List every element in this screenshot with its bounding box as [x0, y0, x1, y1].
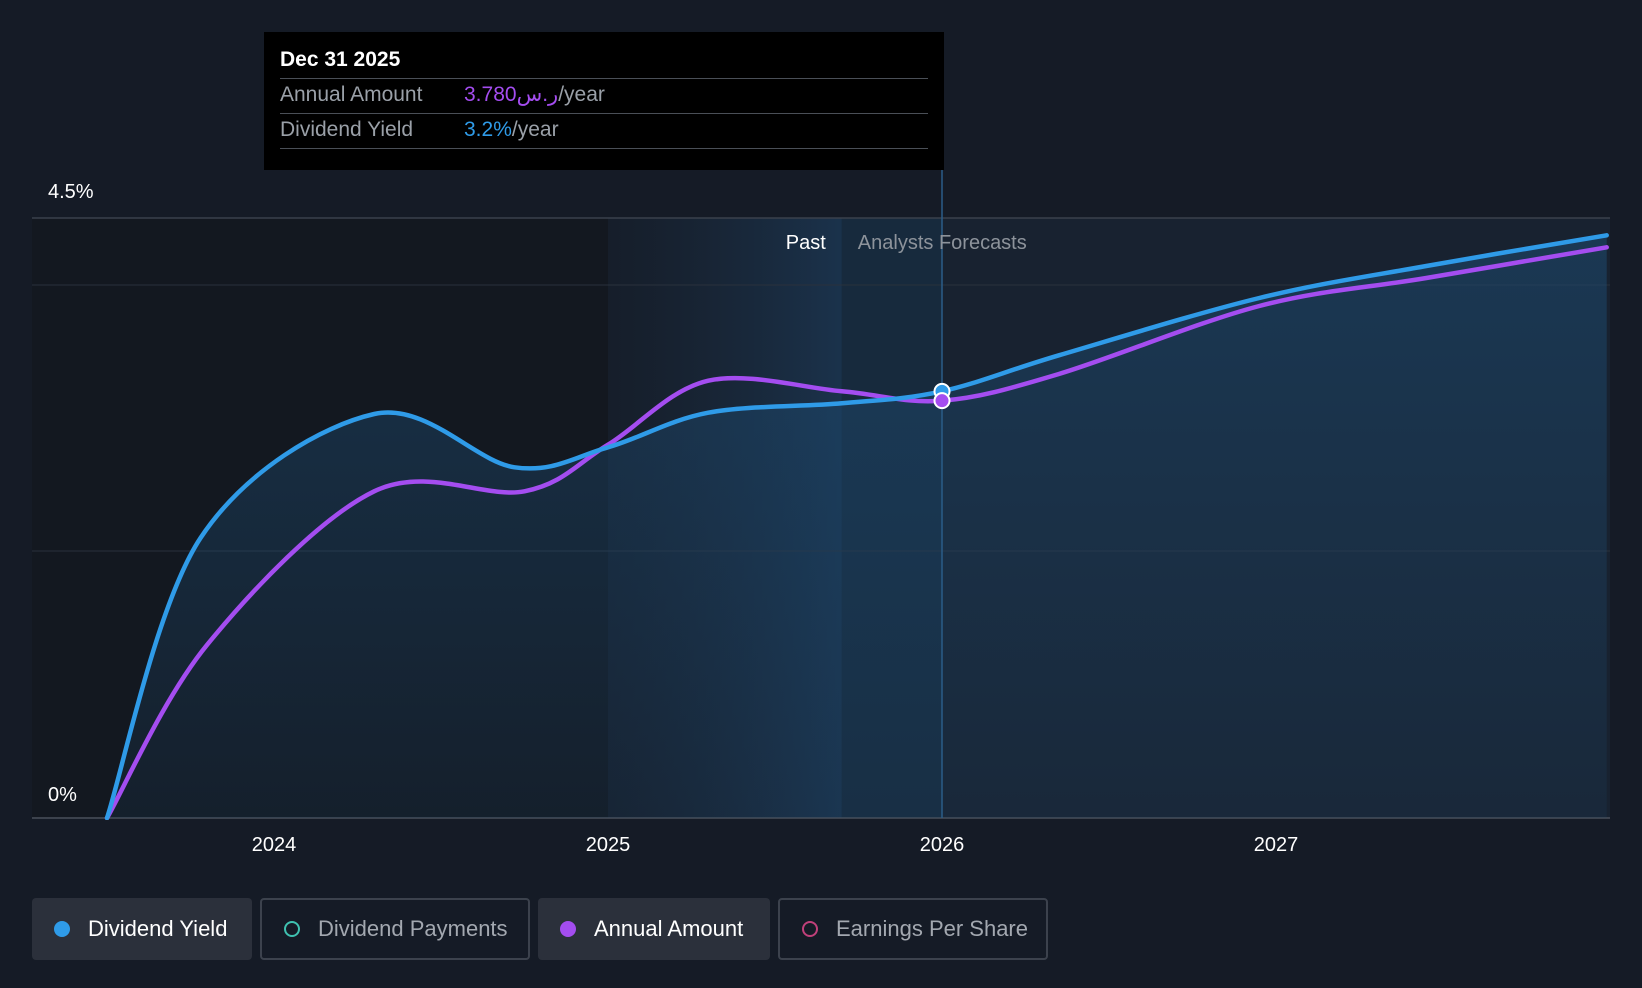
earnings-per-share-ring-icon: [802, 921, 818, 937]
tooltip-label: Dividend Yield: [280, 118, 414, 141]
x-axis-tick-label: 2026: [920, 834, 965, 856]
legend-dividend-yield[interactable]: Dividend Yield: [32, 898, 252, 960]
legend-label: Earnings Per Share: [836, 916, 1028, 941]
annual-amount-line[interactable]: [104, 245, 1609, 820]
dividend-yield-line[interactable]: [104, 233, 1609, 820]
past-region-label: Past: [786, 232, 826, 254]
tooltip-row-annual-amount: Annual Amount 3.780ر.س /year: [280, 78, 928, 113]
legend-dividend-payments[interactable]: Dividend Payments: [260, 898, 530, 960]
chart-tooltip: Dec 31 2025 Annual Amount 3.780ر.س /year…: [264, 32, 944, 170]
forecast-region-label: Analysts Forecasts: [858, 232, 1027, 254]
tooltip-date: Dec 31 2025: [280, 48, 401, 71]
x-axis-tick-label: 2027: [1254, 834, 1299, 856]
y-axis-min-label: 0%: [48, 784, 77, 806]
tooltip-unit: /year: [558, 83, 605, 106]
tooltip-value: 3.780ر.س: [464, 83, 559, 106]
legend-label: Annual Amount: [594, 916, 744, 941]
tooltip-value: 3.2%: [464, 118, 512, 141]
legend-label: Dividend Payments: [318, 916, 508, 941]
tooltip-unit: /year: [511, 118, 559, 141]
tooltip-label: Annual Amount: [280, 83, 423, 106]
dividend-payments-ring-icon: [284, 921, 300, 937]
x-axis-tick-label: 2024: [252, 834, 297, 856]
dividend-yield-dot-icon: [54, 921, 70, 937]
annual-amount-dot-icon: [560, 921, 576, 937]
x-axis-ticks: 2024 2025 2026 2027: [252, 834, 1299, 856]
x-axis-tick-label: 2025: [586, 834, 631, 856]
legend-annual-amount[interactable]: Annual Amount: [538, 898, 770, 960]
tooltip-row-dividend-yield: Dividend Yield 3.2% /year: [280, 113, 928, 149]
legend-label: Dividend Yield: [88, 916, 228, 941]
annual-amount-marker: [933, 392, 951, 410]
y-axis-max-label: 4.5%: [48, 181, 94, 203]
legend-earnings-per-share[interactable]: Earnings Per Share: [778, 898, 1048, 960]
dividend-yield-area: [107, 235, 1607, 819]
